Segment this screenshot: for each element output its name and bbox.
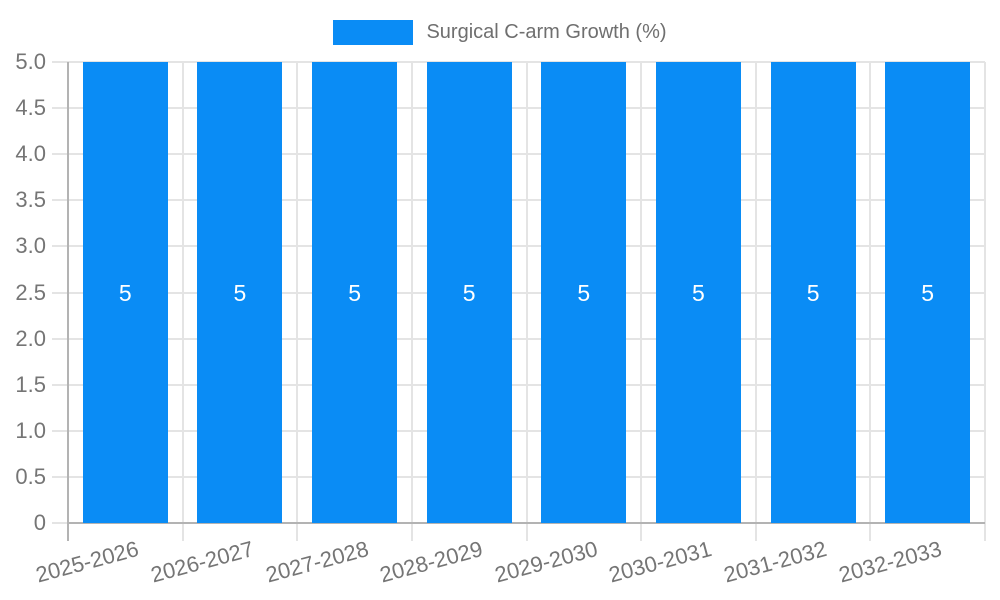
y-tick-label: 3.5 [15, 187, 46, 213]
bar-value-label: 5 [348, 279, 361, 306]
bar[interactable] [885, 62, 971, 523]
gridline-v [754, 62, 757, 523]
bar-value-label: 5 [462, 279, 476, 306]
bar-value-label: 5 [691, 279, 705, 306]
gridline-h [52, 245, 985, 248]
y-tick-label: 2.0 [15, 325, 46, 351]
y-tick-label: 3.0 [15, 233, 46, 259]
y-tick-label: 5.0 [15, 49, 46, 74]
bar-value-label: 5 [233, 279, 247, 306]
gridline-v [984, 62, 986, 523]
x-tick-mark [984, 523, 986, 541]
legend[interactable]: Surgical C-arm Growth (%) [0, 17, 1000, 47]
bar[interactable] [770, 62, 856, 523]
x-tick-mark [181, 523, 184, 541]
x-tick-mark [525, 523, 528, 541]
legend-swatch [333, 19, 414, 45]
bar[interactable] [426, 62, 512, 523]
y-axis-line [67, 62, 69, 541]
gridline-v [640, 62, 643, 523]
bar[interactable] [541, 62, 627, 523]
gridline-h [52, 429, 985, 432]
x-tick-mark [869, 523, 872, 541]
gridline-v [410, 62, 413, 523]
y-tick-label: 1.5 [15, 371, 46, 397]
x-tick-mark [754, 523, 757, 541]
gridline-h [52, 61, 985, 63]
gridline-h [52, 199, 985, 202]
bar-value-label: 5 [577, 279, 591, 306]
bar[interactable] [312, 62, 398, 523]
gridline-v [869, 62, 872, 523]
bar-value-label: 5 [921, 279, 935, 306]
gridline-h [52, 337, 985, 340]
x-tick-mark [640, 523, 643, 541]
x-tick-mark [296, 523, 299, 541]
bar[interactable] [197, 62, 283, 523]
gridline-h [52, 291, 985, 294]
x-axis-line [68, 522, 985, 524]
legend-label: Surgical C-arm Growth (%) [426, 20, 667, 43]
y-tick-label: 0.5 [15, 463, 46, 489]
gridline-v [181, 62, 184, 523]
bar-value-label: 5 [806, 279, 820, 306]
bar-value-label: 5 [118, 279, 132, 306]
x-tick-mark [410, 523, 413, 541]
gridline-h [52, 153, 985, 156]
gridline-v [296, 62, 299, 523]
y-tick-label: 1.0 [15, 417, 46, 443]
bar[interactable] [655, 62, 741, 523]
gridline-h [52, 383, 985, 386]
y-tick-label: 4.5 [15, 95, 46, 121]
y-tick-label: 4.0 [15, 141, 46, 167]
y-tick-label: 2.5 [15, 279, 46, 305]
y-tick-label: 0 [33, 510, 46, 535]
gridline-v [525, 62, 528, 523]
gridline-h [52, 107, 985, 110]
gridline-h [52, 475, 985, 478]
bar[interactable] [82, 62, 168, 523]
